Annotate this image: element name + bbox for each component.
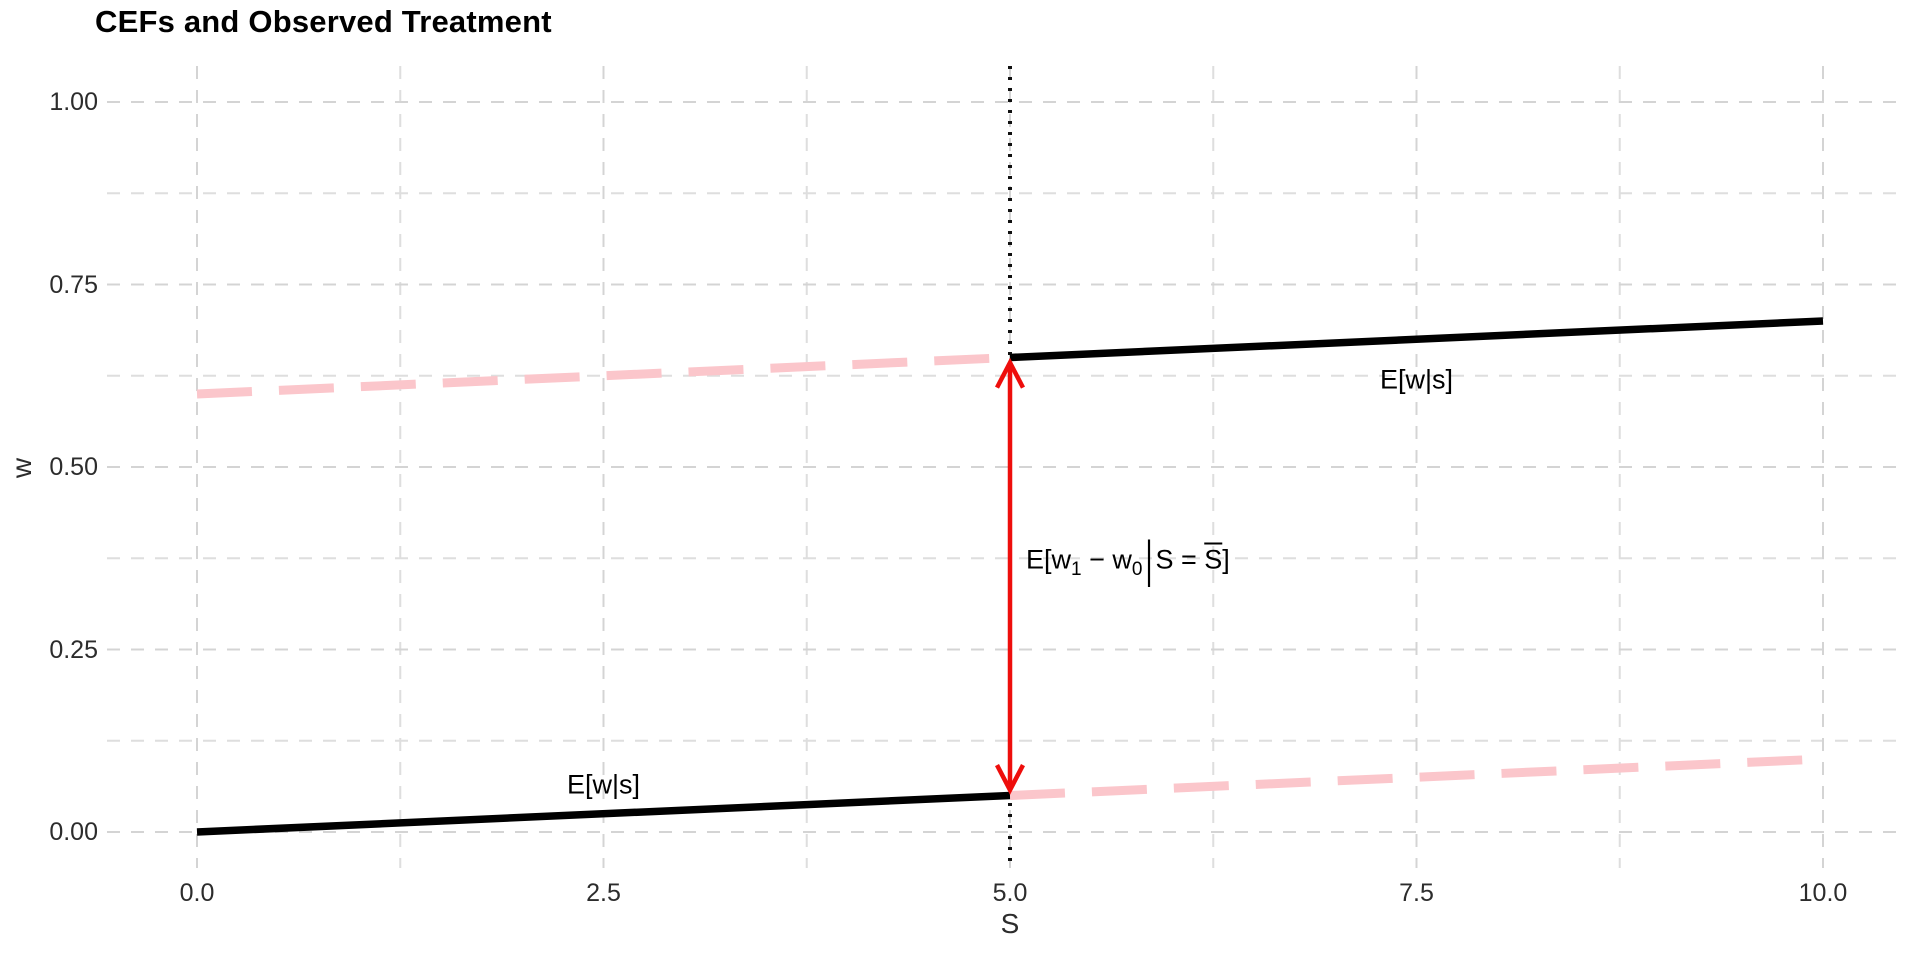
- treatment-effect-label: E[w1 − w0 | S = S]: [1026, 530, 1230, 588]
- effect-label-condition: S =: [1155, 544, 1205, 575]
- x-tick-label: 10.0: [1798, 879, 1848, 907]
- y-tick-label: 0.50: [49, 453, 98, 481]
- counterfactual-untreated-right-line: [1009, 754, 1824, 800]
- effect-label-open: E[w: [1026, 544, 1072, 575]
- effect-label-s-bar: S: [1204, 544, 1223, 575]
- x-tick-label: 0.0: [179, 879, 215, 907]
- y-tick-label: 0.75: [49, 270, 98, 299]
- cef-label-lower: E[w|s]: [566, 769, 641, 800]
- cef-label-upper: E[w|s]: [1379, 364, 1454, 395]
- effect-label-minus: − w: [1081, 544, 1132, 575]
- y-tick-label: 0.00: [49, 818, 98, 846]
- effect-arrow-head-up: [995, 357, 1025, 389]
- effect-label-sub-untreated: 0: [1131, 558, 1143, 580]
- x-tick-label: 5.0: [992, 879, 1028, 907]
- x-tick-label: 2.5: [586, 879, 621, 907]
- x-axis-title: S: [1000, 908, 1020, 939]
- effect-arrow-head-down: [995, 763, 1025, 795]
- x-tick-label: 7.5: [1399, 879, 1434, 907]
- observed-cef-above-cutoff-line: [1009, 317, 1824, 362]
- chart-title: CEFs and Observed Treatment: [95, 4, 552, 39]
- counterfactual-treated-left-line: [196, 353, 1011, 399]
- y-tick-label: 1.00: [49, 88, 98, 116]
- observed-cef-below-cutoff-line: [196, 791, 1011, 836]
- effect-label-sub-treated: 1: [1071, 558, 1082, 580]
- y-tick-label: 0.25: [49, 635, 98, 664]
- effect-label-close: ]: [1222, 544, 1230, 575]
